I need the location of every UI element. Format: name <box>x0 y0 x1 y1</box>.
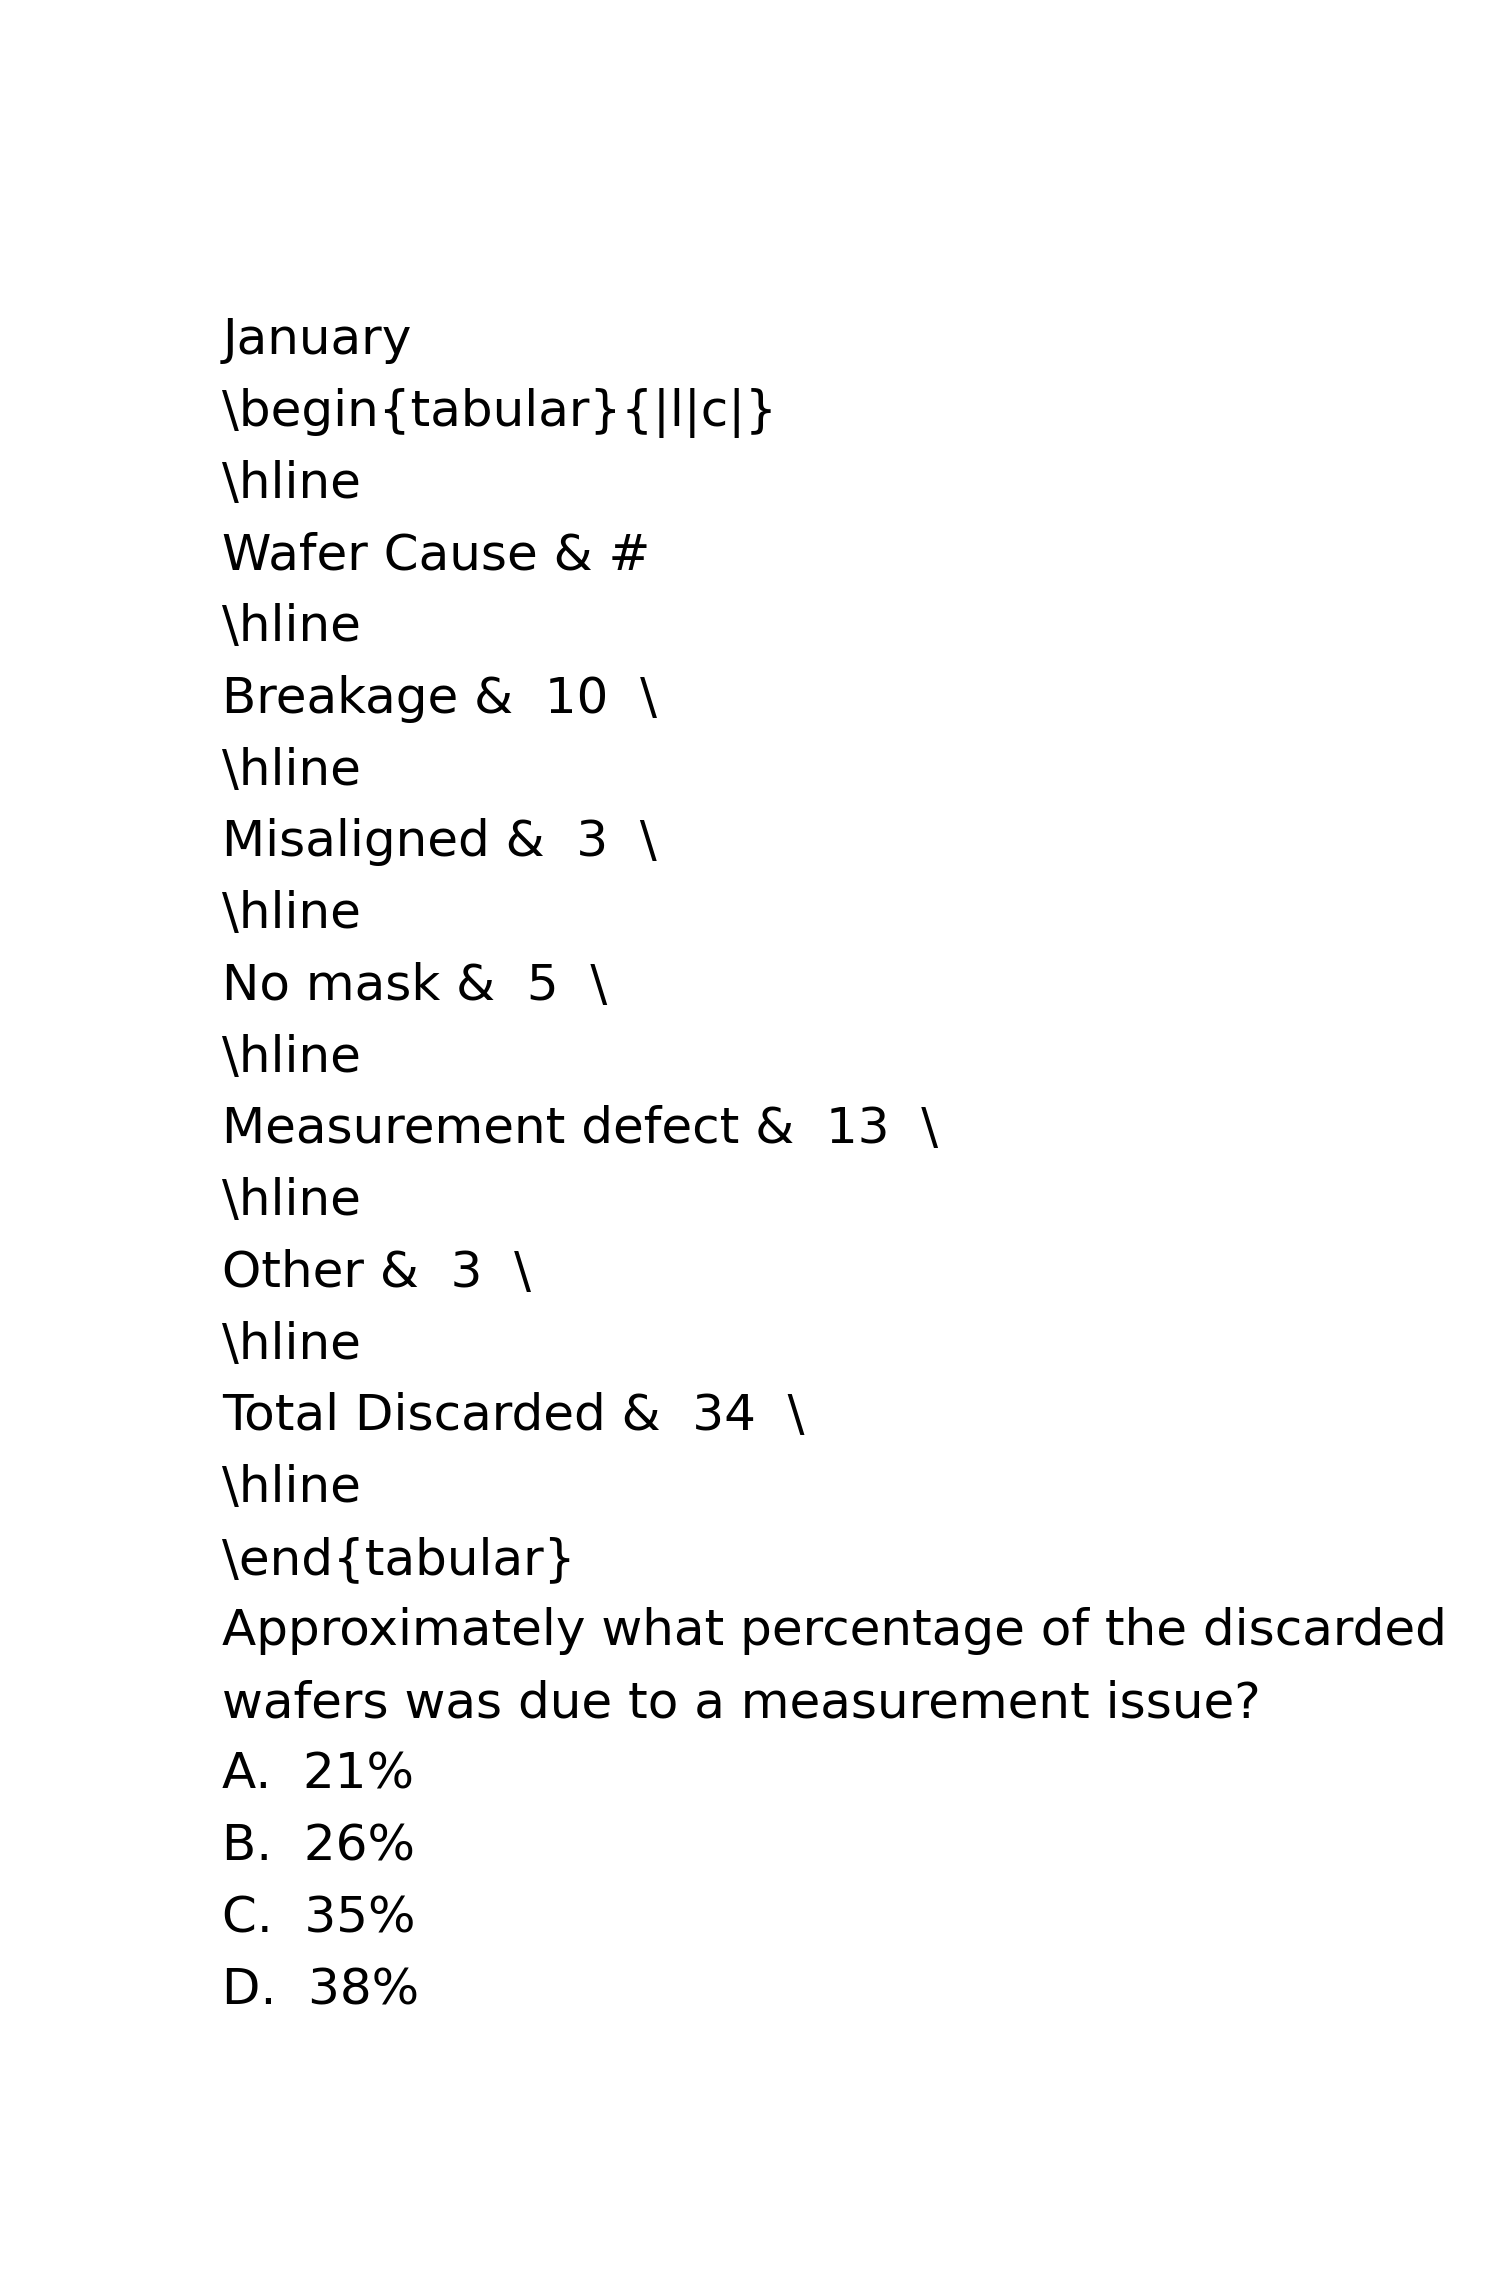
Text: B.  26%: B. 26% <box>222 1822 416 1870</box>
Text: \hline: \hline <box>222 1034 362 1081</box>
Text: C.  35%: C. 35% <box>222 1895 416 1943</box>
Text: \hline: \hline <box>222 1320 362 1368</box>
Text: \hline: \hline <box>222 604 362 652</box>
Text: Other &  3  \: Other & 3 \ <box>222 1250 531 1297</box>
Text: \end{tabular}: \end{tabular} <box>222 1536 576 1584</box>
Text: A.  21%: A. 21% <box>222 1752 414 1799</box>
Text: No mask &  5  \: No mask & 5 \ <box>222 961 608 1011</box>
Text: Wafer Cause & #: Wafer Cause & # <box>222 532 651 579</box>
Text: \begin{tabular}{|l|c|}: \begin{tabular}{|l|c|} <box>222 389 777 438</box>
Text: D.  38%: D. 38% <box>222 1965 420 2013</box>
Text: \hline: \hline <box>222 459 362 509</box>
Text: January: January <box>222 316 411 364</box>
Text: Breakage &  10  \: Breakage & 10 \ <box>222 675 657 722</box>
Text: Approximately what percentage of the discarded: Approximately what percentage of the dis… <box>222 1609 1448 1656</box>
Text: Misaligned &  3  \: Misaligned & 3 \ <box>222 818 657 866</box>
Text: \hline: \hline <box>222 1463 362 1511</box>
Text: \hline: \hline <box>222 1177 362 1225</box>
Text: \hline: \hline <box>222 891 362 938</box>
Text: Total Discarded &  34  \: Total Discarded & 34 \ <box>222 1393 806 1440</box>
Text: \hline: \hline <box>222 747 362 795</box>
Text: wafers was due to a measurement issue?: wafers was due to a measurement issue? <box>222 1679 1262 1727</box>
Text: Measurement defect &  13  \: Measurement defect & 13 \ <box>222 1106 939 1154</box>
